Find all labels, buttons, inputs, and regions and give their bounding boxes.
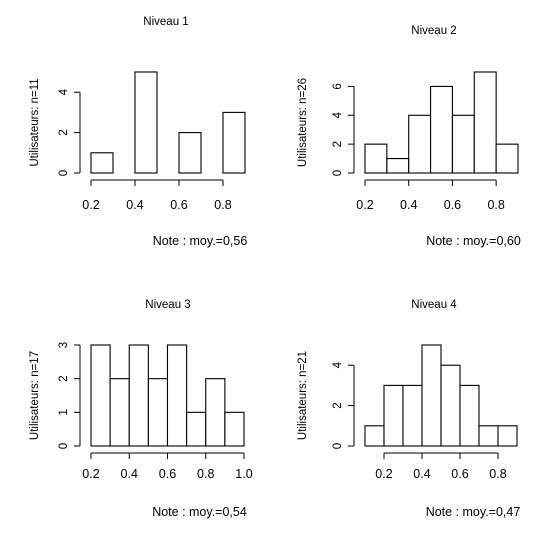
histogram-bar <box>440 364 461 447</box>
x-axis-label: Note : moy.=0,47 <box>426 505 521 519</box>
x-tick-label: 0.2 <box>82 198 99 212</box>
histogram-bar <box>222 111 246 174</box>
panel-title: Niveau 2 <box>411 25 456 37</box>
x-axis-label: Note : moy.=0,60 <box>426 234 521 248</box>
y-tick-label: 2 <box>58 375 70 381</box>
y-tick-label: 4 <box>332 361 344 368</box>
histogram-bar <box>408 114 432 174</box>
histogram-bar <box>128 344 149 447</box>
x-tick-label: 0.6 <box>170 198 187 212</box>
y-tick-label: 2 <box>332 141 344 147</box>
x-tick-label: 0.6 <box>451 467 468 481</box>
histogram-panel-2: 0.2 0.4 0.6 0.8 0 2 4 6 Niveau 2 Utilisateurs: n=… <box>297 25 521 248</box>
histogram-bar <box>451 114 475 174</box>
y-tick-label: 0 <box>332 170 344 176</box>
x-tick-label: 0.6 <box>159 467 176 481</box>
histogram-bar <box>386 158 410 174</box>
histogram-bar <box>495 143 519 174</box>
histogram-bar <box>473 71 497 174</box>
y-axis-label: Utilisateurs: n=26 <box>297 78 309 167</box>
histogram-bar <box>497 425 518 447</box>
histogram-panel-1: 0.2 0.4 0.6 0.8 0 2 4 Niveau 1 Utilisateurs: n=1… <box>29 16 247 248</box>
histogram-bar <box>478 425 499 447</box>
y-tick-label: 4 <box>332 111 344 118</box>
y-tick-label: 4 <box>58 88 70 95</box>
x-axis-label: Note : moy.=0,54 <box>152 505 247 519</box>
panel-title: Niveau 4 <box>411 299 457 311</box>
x-tick-label: 0.2 <box>356 198 373 212</box>
y-axis-label: Utilisateurs: n=21 <box>297 351 309 440</box>
x-tick-label: 1.0 <box>235 467 252 481</box>
y-tick-label: 2 <box>58 129 70 135</box>
histogram-panel-4: 0.2 0.4 0.6 0.8 0 2 4 Niveau 4 Utilisateurs: n=2… <box>297 299 520 519</box>
histogram-bar <box>402 384 423 447</box>
y-tick-label: 0 <box>332 443 344 449</box>
y-tick-label: 0 <box>58 443 70 449</box>
x-tick-label: 0.8 <box>214 198 231 212</box>
x-tick-label: 0.4 <box>400 198 417 212</box>
histogram-bar <box>186 411 207 447</box>
histogram-bar <box>147 378 169 447</box>
x-tick-label: 0.6 <box>444 198 461 212</box>
histogram-bar <box>459 384 480 447</box>
x-tick-label: 0.8 <box>489 467 506 481</box>
x-axis-label: Note : moy.=0,56 <box>153 234 248 248</box>
histogram-bar <box>109 378 130 447</box>
y-tick-label: 0 <box>58 170 70 176</box>
y-tick-label: 6 <box>332 83 344 89</box>
histogram-bar <box>205 378 226 447</box>
histogram-bar <box>421 344 442 447</box>
panel-title: Niveau 3 <box>145 299 190 311</box>
x-tick-label: 0.4 <box>121 467 138 481</box>
y-axis-label: Utilisateurs: n=17 <box>29 351 41 440</box>
histogram-bar <box>166 344 188 447</box>
histogram-bar <box>430 85 453 174</box>
x-tick-label: 0.8 <box>487 198 504 212</box>
y-axis-label: Utilisateurs: n=11 <box>29 78 41 166</box>
x-tick-label: 0.2 <box>375 467 392 481</box>
histogram-bar <box>224 411 245 447</box>
x-tick-label: 0.8 <box>197 467 214 481</box>
x-tick-label: 0.2 <box>82 467 99 481</box>
histogram-bar <box>134 71 158 174</box>
histogram-panel-3: 0.2 0.4 0.6 0.8 1.0 0 1 2 3 Niveau 3 Utilisateurs:… <box>29 299 253 519</box>
y-tick-label: 2 <box>332 402 344 408</box>
histogram-bar <box>383 384 404 447</box>
histogram-bar <box>90 152 114 174</box>
histogram-bar <box>178 132 202 174</box>
y-tick-label: 1 <box>58 409 70 415</box>
y-tick-label: 3 <box>58 342 70 348</box>
x-tick-label: 0.4 <box>126 198 143 212</box>
histogram-bar <box>90 344 111 447</box>
x-tick-label: 0.4 <box>413 467 430 481</box>
histogram-bar <box>364 143 388 174</box>
histogram-bar <box>364 425 385 447</box>
panel-title: Niveau 1 <box>143 16 188 28</box>
